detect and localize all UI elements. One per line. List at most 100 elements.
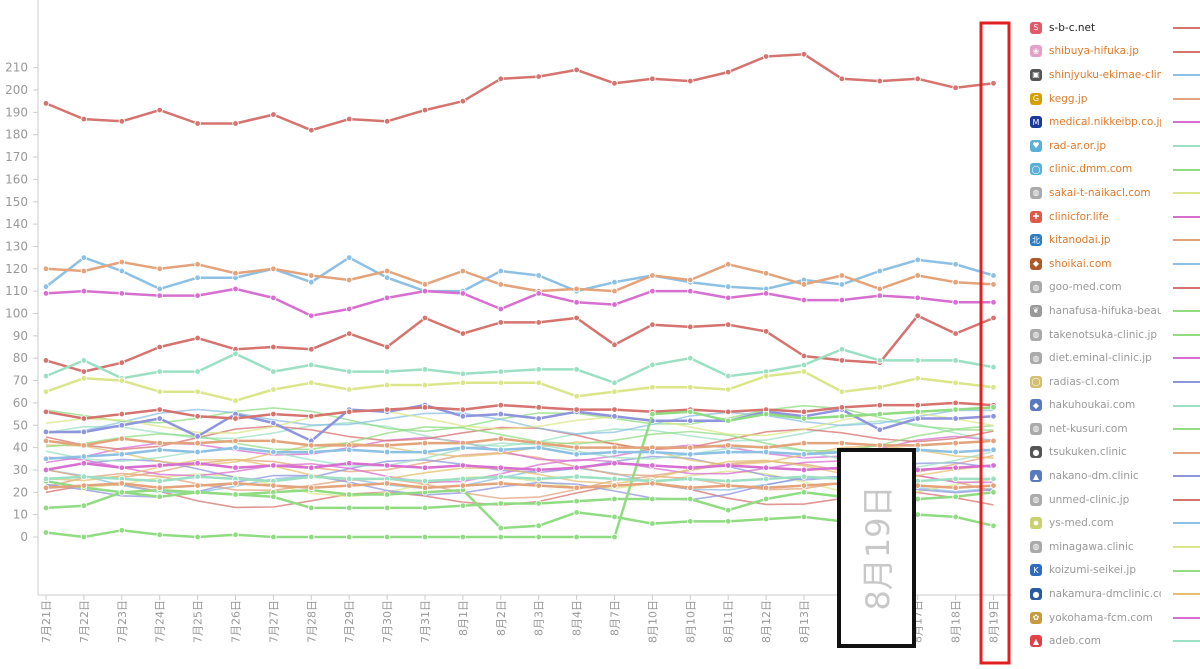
data-point xyxy=(421,404,429,411)
legend-item[interactable]: ◍ takenotsuka-clinic.jp xyxy=(1030,323,1200,347)
legend-item[interactable]: 北 kitanodai.jp xyxy=(1030,228,1200,252)
legend-item[interactable]: ◆ hakuhoukai.com xyxy=(1030,394,1200,418)
x-tick-label: 7月21日 xyxy=(40,600,53,643)
legend-item[interactable]: ◍ diet.eminal-clinic.jp xyxy=(1030,346,1200,370)
data-point xyxy=(725,408,732,416)
data-point xyxy=(990,314,997,322)
y-tick-label: 50 xyxy=(13,418,28,432)
data-point xyxy=(838,346,846,353)
y-tick-label: 150 xyxy=(5,195,28,209)
data-point xyxy=(952,448,959,456)
data-point xyxy=(573,473,580,480)
data-point xyxy=(232,397,239,404)
legend-item[interactable]: ◍ goo-med.com xyxy=(1030,276,1200,300)
legend-item[interactable]: ◯ clinic.dmm.com xyxy=(1030,158,1200,182)
legend-item[interactable]: ❦ hanafusa-hifuka-beauty xyxy=(1030,299,1200,323)
data-point xyxy=(308,361,315,369)
legend-label: adeb.com xyxy=(1049,635,1101,648)
legend-swatch xyxy=(1173,522,1200,525)
data-point xyxy=(156,406,163,413)
data-point xyxy=(990,363,997,371)
data-point xyxy=(838,281,846,288)
data-point xyxy=(459,290,467,297)
data-point xyxy=(308,346,315,353)
data-point xyxy=(649,321,656,328)
globe-icon: ◍ xyxy=(1030,352,1042,365)
data-point xyxy=(497,480,504,487)
data-point xyxy=(725,294,732,302)
data-point xyxy=(194,334,201,342)
y-tick-label: 110 xyxy=(5,284,28,298)
data-point xyxy=(838,439,846,447)
data-point xyxy=(80,460,88,467)
data-point xyxy=(232,415,239,422)
data-point xyxy=(421,439,429,447)
x-tick-label: 7月22日 xyxy=(78,600,91,643)
data-point xyxy=(762,475,770,483)
data-point xyxy=(573,533,580,541)
data-point xyxy=(156,292,163,299)
legend-swatch xyxy=(1173,475,1200,478)
legend-item[interactable]: ● tsukuken.clinic xyxy=(1030,441,1200,465)
x-tick-label: 7月25日 xyxy=(192,600,205,643)
data-point xyxy=(421,366,429,373)
data-point xyxy=(80,533,88,541)
data-point xyxy=(270,368,277,375)
legend-item[interactable]: ✚ clinicfor.life xyxy=(1030,205,1200,229)
legend-item[interactable]: ◍ minagawa.clinic xyxy=(1030,535,1200,559)
data-point xyxy=(118,377,125,384)
legend-item[interactable]: ♥ rad-ar.or.jp xyxy=(1030,134,1200,158)
y-tick-label: 190 xyxy=(5,105,28,119)
legend-label: shoikai.com xyxy=(1049,257,1112,270)
m-circle-icon: M xyxy=(1030,116,1042,129)
data-point xyxy=(232,444,239,451)
data-point xyxy=(194,261,201,268)
data-point xyxy=(383,294,391,302)
data-point xyxy=(914,401,921,409)
legend-label: s-b-c.net xyxy=(1049,21,1096,34)
x-axis: 7月21日 7月22日 7月23日 7月24日 7月25日 7月26日 7月27日 7月28日… xyxy=(40,595,1001,643)
data-point xyxy=(611,341,618,348)
legend-item[interactable]: ▲ adeb.com xyxy=(1030,629,1200,653)
legend-swatch xyxy=(1173,498,1200,501)
data-point xyxy=(762,515,770,523)
data-point xyxy=(232,491,239,498)
legend-item[interactable]: ❀ shibuya-hifuka.jp xyxy=(1030,40,1200,64)
data-point xyxy=(952,279,959,286)
data-point xyxy=(80,254,88,261)
data-point xyxy=(687,287,694,295)
legend-item[interactable]: ▲ nakano-dm.clinic xyxy=(1030,464,1200,488)
data-point xyxy=(762,290,770,297)
legend-item[interactable]: ▣ shinjyuku-ekimae-clinic xyxy=(1030,63,1200,87)
legend-item[interactable]: ◯ radias-cl.com xyxy=(1030,370,1200,394)
data-point xyxy=(270,294,277,302)
legend-swatch xyxy=(1173,640,1200,643)
data-point xyxy=(308,504,315,512)
data-point xyxy=(611,482,618,489)
legend-item[interactable]: ✿ yokohama-fcm.com xyxy=(1030,606,1200,630)
legend-item[interactable]: ● nakamura-dmclinic.com xyxy=(1030,582,1200,606)
data-point xyxy=(687,484,694,492)
legend-item[interactable]: ◍ unmed-clinic.jp xyxy=(1030,488,1200,512)
legend-item[interactable]: ◆ shoikai.com xyxy=(1030,252,1200,276)
legend-item[interactable]: ◍ sakai-t-naikacl.com xyxy=(1030,181,1200,205)
legend-item[interactable]: ◍ net-kusuri.com xyxy=(1030,417,1200,441)
legend-label: clinicfor.life xyxy=(1049,210,1109,223)
data-point xyxy=(990,80,997,87)
data-point xyxy=(649,520,656,527)
data-point xyxy=(535,444,542,451)
data-point xyxy=(194,460,201,467)
data-point xyxy=(459,533,467,541)
data-point xyxy=(194,413,201,420)
data-point xyxy=(497,446,504,454)
data-point xyxy=(952,379,959,386)
data-point xyxy=(800,473,808,480)
data-point xyxy=(573,498,580,505)
legend-swatch xyxy=(1173,428,1200,431)
legend-item[interactable]: ✸ ys-med.com xyxy=(1030,511,1200,535)
